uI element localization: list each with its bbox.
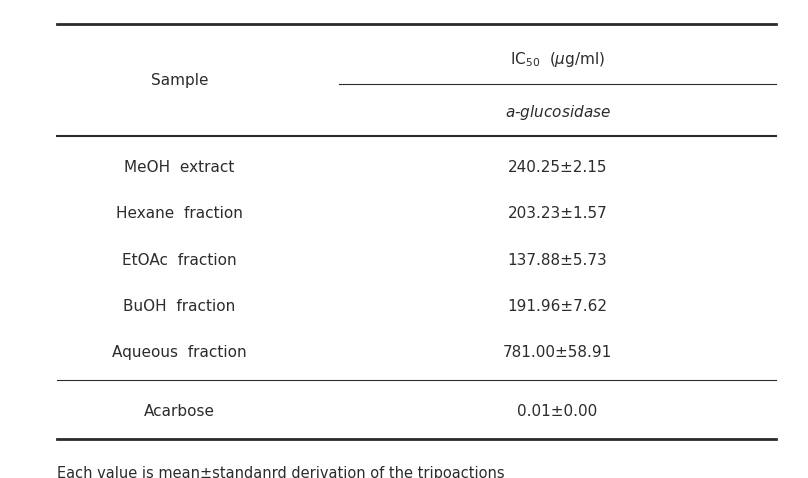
Text: 0.01±0.00: 0.01±0.00 (517, 404, 598, 419)
Text: $\it{a}$-glucosidase: $\it{a}$-glucosidase (504, 103, 611, 122)
Text: Sample: Sample (150, 73, 208, 87)
Text: 240.25±2.15: 240.25±2.15 (507, 160, 608, 175)
Text: Aqueous  fraction: Aqueous fraction (112, 345, 246, 360)
Text: Acarbose: Acarbose (144, 404, 215, 419)
Text: 191.96±7.62: 191.96±7.62 (507, 299, 608, 314)
Text: EtOAc  fraction: EtOAc fraction (122, 252, 237, 268)
Text: Each value is mean±standanrd derivation of the tripoactions: Each value is mean±standanrd derivation … (57, 466, 504, 478)
Text: 137.88±5.73: 137.88±5.73 (507, 252, 608, 268)
Text: IC$_{50}$  ($\mu$g/ml): IC$_{50}$ ($\mu$g/ml) (510, 50, 605, 69)
Text: BuOH  fraction: BuOH fraction (124, 299, 235, 314)
Text: 203.23±1.57: 203.23±1.57 (507, 206, 608, 221)
Text: Hexane  fraction: Hexane fraction (116, 206, 243, 221)
Text: 781.00±58.91: 781.00±58.91 (503, 345, 612, 360)
Text: MeOH  extract: MeOH extract (124, 160, 234, 175)
